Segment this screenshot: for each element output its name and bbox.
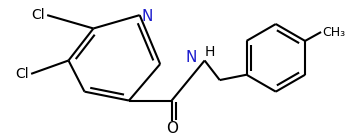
Text: N: N [142,9,153,24]
Text: H: H [205,45,215,59]
Text: CH₃: CH₃ [322,26,345,38]
Text: N: N [185,50,197,65]
Text: O: O [166,121,178,136]
Text: Cl: Cl [32,8,45,22]
Text: Cl: Cl [16,67,29,81]
